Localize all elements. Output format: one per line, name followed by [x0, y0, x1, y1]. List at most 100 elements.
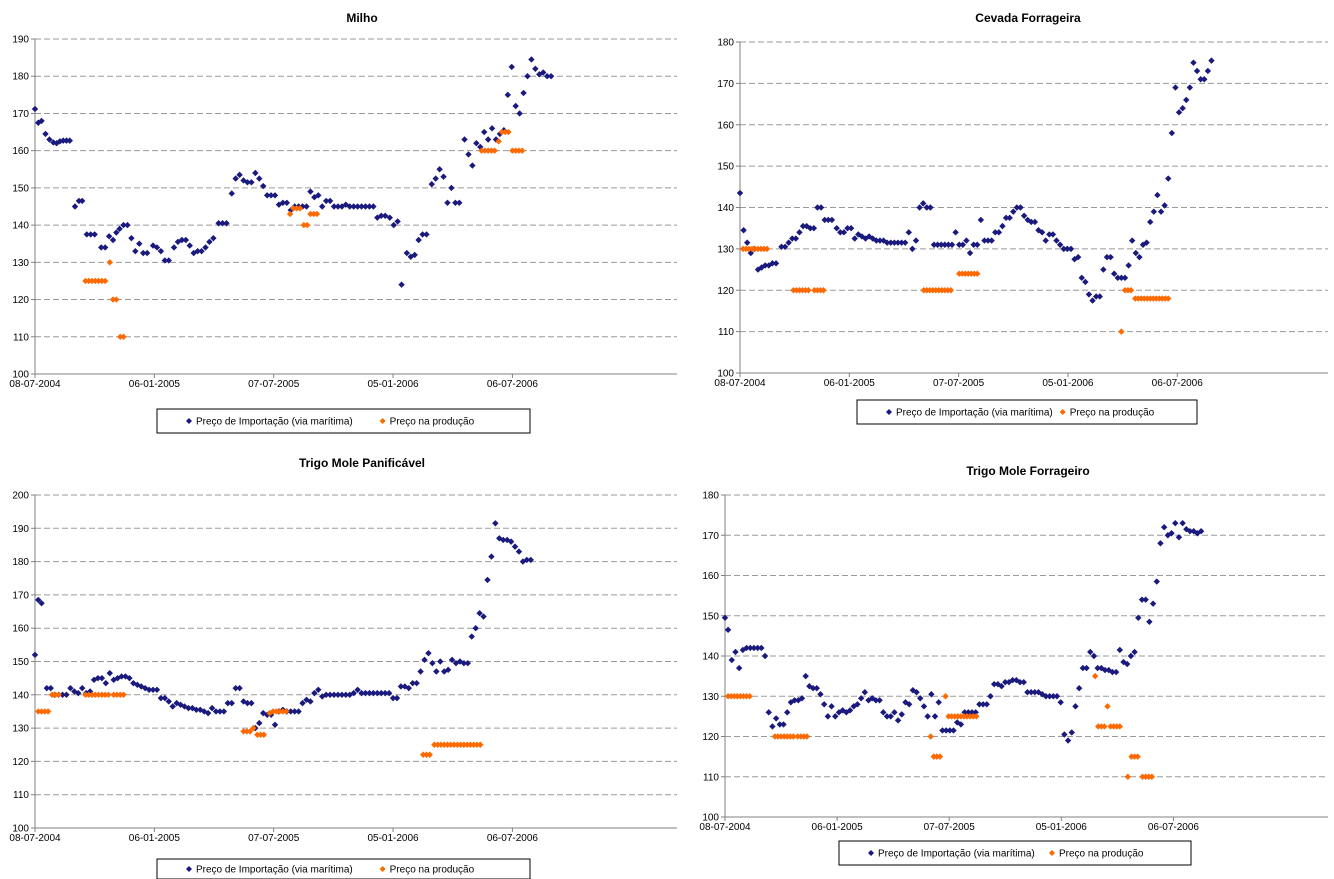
data-point [968, 709, 976, 716]
y-tick-label: 160 [717, 120, 734, 131]
x-tick-label: 07-07-2005 [248, 379, 300, 390]
data-point [1031, 218, 1039, 226]
data-point [366, 203, 373, 210]
data-point [1131, 648, 1138, 656]
data-point [809, 685, 817, 692]
data-point [354, 686, 361, 694]
data-point [1183, 96, 1190, 104]
data-point [942, 693, 949, 700]
y-tick-label: 150 [12, 183, 29, 194]
data-point [1112, 668, 1120, 676]
data-point [488, 553, 495, 560]
series-import-price [721, 519, 1205, 744]
data-point [338, 203, 346, 210]
data-point [330, 203, 338, 210]
y-tick-label: 130 [12, 724, 29, 735]
data-point [101, 691, 109, 698]
data-point [765, 709, 772, 716]
data-point [792, 235, 800, 242]
data-point [290, 205, 297, 212]
data-point [248, 699, 255, 707]
data-point [362, 203, 369, 210]
data-point [1010, 208, 1017, 215]
data-point [165, 698, 172, 705]
data-point [420, 751, 427, 758]
data-point [1107, 253, 1114, 261]
data-point [456, 199, 463, 206]
data-point [381, 212, 389, 220]
data-point [754, 644, 761, 652]
data-point [98, 691, 106, 698]
data-point [807, 224, 814, 232]
data-point [88, 277, 96, 285]
data-point [1110, 270, 1118, 277]
data-point [283, 199, 291, 206]
data-point [334, 691, 342, 698]
series-production-price [739, 245, 1172, 335]
data-point [1074, 253, 1082, 261]
data-point [79, 684, 86, 692]
data-point [200, 708, 208, 715]
data-point [1039, 691, 1046, 698]
x-tick-label: 08-07-2004 [9, 833, 61, 844]
data-point [109, 236, 117, 244]
data-point [963, 237, 970, 244]
data-point [824, 713, 832, 720]
data-point [120, 221, 127, 229]
data-point [143, 249, 151, 257]
data-point [492, 520, 499, 527]
data-point [431, 741, 438, 748]
data-point [465, 151, 472, 158]
data-point [805, 287, 812, 294]
data-point [269, 708, 277, 715]
data-point [1038, 229, 1046, 236]
data-point [728, 656, 735, 664]
data-point [735, 664, 743, 672]
data-point [927, 733, 934, 740]
data-point [48, 691, 56, 698]
data-point [825, 216, 832, 224]
data-point [484, 147, 492, 154]
data-point [795, 697, 802, 704]
data-point [389, 694, 397, 702]
data-point [1079, 664, 1087, 672]
data-point [512, 102, 519, 110]
data-point [1068, 729, 1075, 736]
data-point [987, 693, 994, 700]
data-point [1094, 664, 1101, 672]
data-point [936, 753, 944, 760]
data-point [326, 691, 334, 698]
x-tick-label: 06-07-2006 [487, 379, 539, 390]
data-point [94, 674, 102, 682]
data-point [1118, 274, 1125, 282]
data-point [313, 210, 321, 218]
y-tick-label: 110 [718, 327, 734, 338]
data-point [820, 701, 828, 708]
data-point [71, 688, 78, 695]
y-tick-label: 120 [12, 295, 29, 306]
legend-box [838, 840, 1192, 866]
data-point [905, 229, 912, 236]
data-point [282, 708, 290, 715]
data-point [488, 125, 496, 132]
data-point [758, 644, 765, 652]
data-point [1042, 693, 1050, 700]
data-point [124, 221, 131, 229]
y-tick-label: 130 [12, 258, 29, 269]
data-point [311, 689, 318, 697]
data-point [883, 713, 891, 720]
data-point [950, 727, 957, 734]
y-tick-label: 140 [12, 690, 29, 701]
y-tick-label: 180 [717, 38, 734, 49]
data-point [95, 277, 102, 285]
data-point [385, 689, 393, 697]
data-point [1172, 84, 1179, 91]
data-point [444, 666, 452, 674]
data-point [38, 708, 45, 715]
data-point [891, 709, 898, 716]
data-point [814, 204, 821, 211]
data-point [1132, 249, 1140, 257]
data-point [876, 237, 884, 244]
data-point [837, 229, 844, 236]
data-point [463, 741, 471, 748]
